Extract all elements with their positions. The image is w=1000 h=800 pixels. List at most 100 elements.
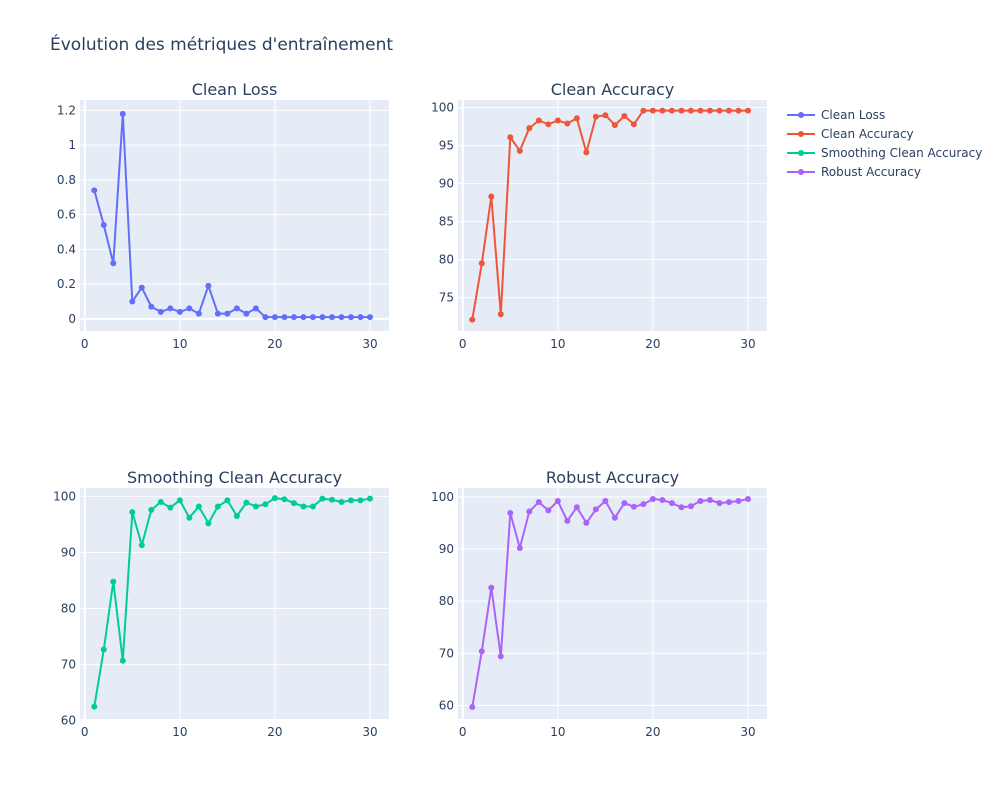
data-point bbox=[138, 542, 145, 549]
data-point bbox=[535, 499, 542, 506]
data-point bbox=[224, 497, 231, 504]
data-point bbox=[564, 120, 571, 127]
data-point bbox=[300, 503, 307, 510]
data-point bbox=[214, 310, 221, 317]
data-point bbox=[186, 305, 193, 312]
y-tick-label: 70 bbox=[439, 646, 454, 660]
data-point bbox=[119, 110, 126, 117]
data-point bbox=[545, 507, 552, 514]
legend-label: Smoothing Clean Accuracy bbox=[821, 146, 982, 160]
data-point bbox=[592, 113, 599, 120]
y-tick-label: 90 bbox=[61, 545, 76, 559]
data-point bbox=[744, 495, 751, 502]
x-tick-label: 10 bbox=[550, 725, 565, 739]
data-point bbox=[507, 510, 514, 517]
data-point bbox=[205, 282, 212, 289]
data-point bbox=[262, 314, 269, 321]
data-point bbox=[611, 514, 618, 521]
subplots: 0 0.2 0.4 0.6 0.8 1 1.2 0 10 20 30 Clean Loss 75 80 85… bbox=[53, 80, 767, 739]
data-point bbox=[167, 504, 174, 511]
x-tick-label: 20 bbox=[267, 725, 282, 739]
data-point bbox=[357, 497, 364, 504]
data-point bbox=[526, 508, 533, 515]
legend-item[interactable]: Robust Accuracy bbox=[787, 165, 921, 179]
x-tick-label: 0 bbox=[81, 337, 89, 351]
data-point bbox=[157, 308, 164, 315]
legend-label: Clean Accuracy bbox=[821, 127, 914, 141]
y-tick-label: 95 bbox=[439, 139, 454, 153]
data-point bbox=[309, 503, 316, 510]
data-point bbox=[319, 495, 326, 502]
data-point bbox=[640, 501, 647, 508]
data-point bbox=[573, 504, 580, 511]
data-point bbox=[100, 222, 107, 229]
data-point bbox=[328, 496, 335, 503]
data-point bbox=[526, 125, 533, 132]
subplot-title: Smoothing Clean Accuracy bbox=[127, 468, 342, 487]
data-point bbox=[300, 314, 307, 321]
data-point bbox=[262, 501, 269, 508]
data-point bbox=[129, 298, 136, 305]
data-point bbox=[687, 503, 694, 510]
data-point bbox=[252, 503, 259, 510]
data-point bbox=[176, 497, 183, 504]
x-tick-label: 10 bbox=[550, 337, 565, 351]
x-tick-label: 10 bbox=[172, 337, 187, 351]
y-tick-label: 0.4 bbox=[57, 242, 76, 256]
data-point bbox=[687, 107, 694, 114]
x-tick-label: 0 bbox=[459, 725, 467, 739]
data-point bbox=[148, 506, 155, 513]
data-point bbox=[243, 310, 250, 317]
data-point bbox=[678, 504, 685, 511]
legend-marker-icon bbox=[798, 169, 804, 175]
data-point bbox=[573, 115, 580, 122]
data-point bbox=[186, 514, 193, 521]
data-point bbox=[507, 134, 514, 141]
data-point bbox=[706, 107, 713, 114]
data-point bbox=[716, 107, 723, 114]
data-point bbox=[592, 506, 599, 513]
legend-item[interactable]: Clean Loss bbox=[787, 108, 885, 122]
legend-item[interactable]: Smoothing Clean Accuracy bbox=[787, 146, 982, 160]
x-tick-label: 20 bbox=[645, 725, 660, 739]
y-tick-label: 100 bbox=[431, 101, 454, 115]
data-point bbox=[110, 578, 117, 585]
data-point bbox=[602, 112, 609, 119]
y-tick-label: 100 bbox=[431, 490, 454, 504]
data-point bbox=[366, 314, 373, 321]
x-tick-label: 0 bbox=[81, 725, 89, 739]
y-tick-label: 0.6 bbox=[57, 208, 76, 222]
data-point bbox=[309, 314, 316, 321]
data-point bbox=[516, 544, 523, 551]
data-point bbox=[338, 499, 345, 506]
x-tick-label: 0 bbox=[459, 337, 467, 351]
y-tick-label: 85 bbox=[439, 215, 454, 229]
legend-label: Robust Accuracy bbox=[821, 165, 921, 179]
data-point bbox=[243, 499, 250, 506]
y-tick-label: 1 bbox=[68, 138, 76, 152]
data-point bbox=[138, 284, 145, 291]
data-point bbox=[224, 310, 231, 317]
data-point bbox=[119, 657, 126, 664]
data-point bbox=[697, 107, 704, 114]
y-tick-label: 80 bbox=[439, 594, 454, 608]
legend-marker-icon bbox=[798, 150, 804, 156]
data-point bbox=[290, 500, 297, 507]
data-point bbox=[281, 496, 288, 503]
data-point bbox=[176, 308, 183, 315]
x-tick-label: 30 bbox=[362, 725, 377, 739]
legend-item[interactable]: Clean Accuracy bbox=[787, 127, 914, 141]
data-point bbox=[252, 305, 259, 312]
y-tick-label: 0 bbox=[68, 312, 76, 326]
legend-label: Clean Loss bbox=[821, 108, 885, 122]
data-point bbox=[497, 311, 504, 318]
data-point bbox=[110, 260, 117, 267]
legend: Clean Loss Clean Accuracy Smoothing Clean … bbox=[787, 108, 982, 179]
data-point bbox=[214, 503, 221, 510]
subplot-1: 0 0.2 0.4 0.6 0.8 1 1.2 0 10 20 30 Clean Loss bbox=[57, 80, 389, 351]
plot-area bbox=[80, 100, 389, 331]
data-point bbox=[497, 653, 504, 660]
data-point bbox=[469, 316, 476, 323]
data-point bbox=[157, 499, 164, 506]
y-tick-label: 60 bbox=[439, 698, 454, 712]
